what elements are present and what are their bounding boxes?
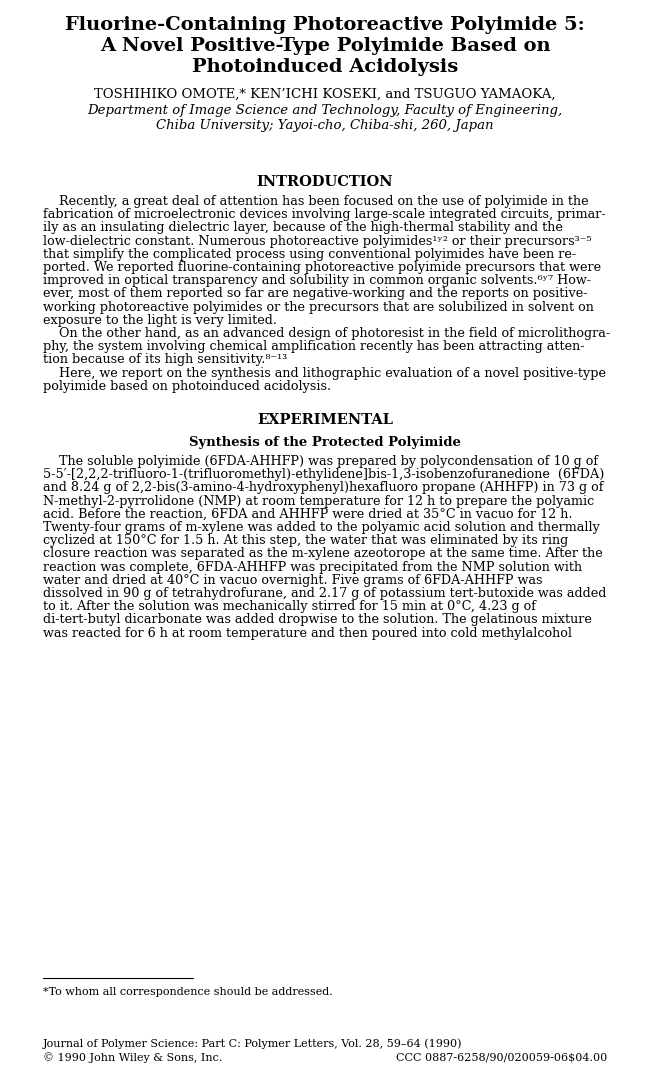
Text: water and dried at 40°C in vacuo overnight. Five grams of 6FDA-AHHFP was: water and dried at 40°C in vacuo overnig… — [43, 574, 543, 587]
Text: ily as an insulating dielectric layer, because of the high-thermal stability and: ily as an insulating dielectric layer, b… — [43, 221, 563, 234]
Text: © 1990 John Wiley & Sons, Inc.: © 1990 John Wiley & Sons, Inc. — [43, 1052, 222, 1062]
Text: Here, we report on the synthesis and lithographic evaluation of a novel positive: Here, we report on the synthesis and lit… — [43, 367, 606, 380]
Text: acid. Before the reaction, 6FDA and AHHFP were dried at 35°C in vacuo for 12 h.: acid. Before the reaction, 6FDA and AHHF… — [43, 508, 573, 520]
Text: Journal of Polymer Science: Part C: Polymer Letters, Vol. 28, 59–64 (1990): Journal of Polymer Science: Part C: Poly… — [43, 1038, 463, 1048]
Text: The soluble polyimide (6FDA-AHHFP) was prepared by polycondensation of 10 g of: The soluble polyimide (6FDA-AHHFP) was p… — [43, 455, 598, 468]
Text: Recently, a great deal of attention has been focused on the use of polyimide in : Recently, a great deal of attention has … — [43, 195, 589, 208]
Text: N-methyl-2-pyrrolidone (NMP) at room temperature for 12 h to prepare the polyami: N-methyl-2-pyrrolidone (NMP) at room tem… — [43, 495, 594, 508]
Text: On the other hand, as an advanced design of photoresist in the field of microlit: On the other hand, as an advanced design… — [43, 327, 610, 340]
Text: to it. After the solution was mechanically stirred for 15 min at 0°C, 4.23 g of: to it. After the solution was mechanical… — [43, 600, 536, 613]
Text: and 8.24 g of 2,2-bis(3-amino-4-hydroxyphenyl)hexafluoro propane (AHHFP) in 73 g: and 8.24 g of 2,2-bis(3-amino-4-hydroxyp… — [43, 482, 603, 495]
Text: phy, the system involving chemical amplification recently has been attracting at: phy, the system involving chemical ampli… — [43, 340, 584, 353]
Text: INTRODUCTION: INTRODUCTION — [257, 175, 393, 189]
Text: CCC 0887-6258/90/020059-06$04.00: CCC 0887-6258/90/020059-06$04.00 — [396, 1052, 607, 1062]
Text: Department of Image Science and Technology, Faculty of Engineering,: Department of Image Science and Technolo… — [87, 104, 563, 117]
Text: low-dielectric constant. Numerous photoreactive polyimides¹ʸ² or their precursor: low-dielectric constant. Numerous photor… — [43, 235, 592, 248]
Text: that simplify the complicated process using conventional polyimides have been re: that simplify the complicated process us… — [43, 248, 576, 261]
Text: *To whom all correspondence should be addressed.: *To whom all correspondence should be ad… — [43, 987, 333, 997]
Text: polyimide based on photoinduced acidolysis.: polyimide based on photoinduced acidolys… — [43, 380, 331, 393]
Text: exposure to the light is very limited.: exposure to the light is very limited. — [43, 313, 277, 327]
Text: was reacted for 6 h at room temperature and then poured into cold methylalcohol: was reacted for 6 h at room temperature … — [43, 627, 572, 640]
Text: Chiba University; Yayoi-cho, Chiba-shi, 260, Japan: Chiba University; Yayoi-cho, Chiba-shi, … — [156, 119, 494, 132]
Text: fabrication of microelectronic devices involving large-scale integrated circuits: fabrication of microelectronic devices i… — [43, 208, 606, 221]
Text: Twenty-four grams of m-xylene was added to the polyamic acid solution and therma: Twenty-four grams of m-xylene was added … — [43, 521, 600, 534]
Text: 5-5′-[2,2,2-trifluoro-1-(trifluoromethyl)-ethylidene]bis-1,3-isobenzofuranedione: 5-5′-[2,2,2-trifluoro-1-(trifluoromethyl… — [43, 468, 604, 481]
Text: reaction was complete, 6FDA-AHHFP was precipitated from the NMP solution with: reaction was complete, 6FDA-AHHFP was pr… — [43, 560, 582, 574]
Text: Synthesis of the Protected Polyimide: Synthesis of the Protected Polyimide — [189, 436, 461, 449]
Text: working photoreactive polyimides or the precursors that are solubilized in solve: working photoreactive polyimides or the … — [43, 300, 594, 313]
Text: TOSHIHIKO OMOTE,* KEN’ICHI KOSEKI, and TSUGUO YAMAOKA,: TOSHIHIKO OMOTE,* KEN’ICHI KOSEKI, and T… — [94, 88, 556, 101]
Text: cyclized at 150°C for 1.5 h. At this step, the water that was eliminated by its : cyclized at 150°C for 1.5 h. At this ste… — [43, 534, 568, 547]
Text: A Novel Positive-Type Polyimide Based on: A Novel Positive-Type Polyimide Based on — [99, 36, 551, 55]
Text: closure reaction was separated as the m-xylene azeotorope at the same time. Afte: closure reaction was separated as the m-… — [43, 547, 603, 560]
Text: di-tert-butyl dicarbonate was added dropwise to the solution. The gelatinous mix: di-tert-butyl dicarbonate was added drop… — [43, 614, 592, 627]
Text: Photoinduced Acidolysis: Photoinduced Acidolysis — [192, 58, 458, 76]
Text: improved in optical transparency and solubility in common organic solvents.⁶ʸ⁷ H: improved in optical transparency and sol… — [43, 275, 591, 288]
Text: tion because of its high sensitivity.⁸⁻¹³: tion because of its high sensitivity.⁸⁻¹… — [43, 353, 287, 366]
Text: ported. We reported fluorine-containing photoreactive polyimide precursors that : ported. We reported fluorine-containing … — [43, 261, 601, 274]
Text: Fluorine-Containing Photoreactive Polyimide 5:: Fluorine-Containing Photoreactive Polyim… — [65, 16, 585, 34]
Text: ever, most of them reported so far are negative-working and the reports on posit: ever, most of them reported so far are n… — [43, 288, 588, 300]
Text: EXPERIMENTAL: EXPERIMENTAL — [257, 413, 393, 427]
Text: dissolved in 90 g of tetrahydrofurane, and 2.17 g of potassium tert-butoxide was: dissolved in 90 g of tetrahydrofurane, a… — [43, 587, 606, 600]
